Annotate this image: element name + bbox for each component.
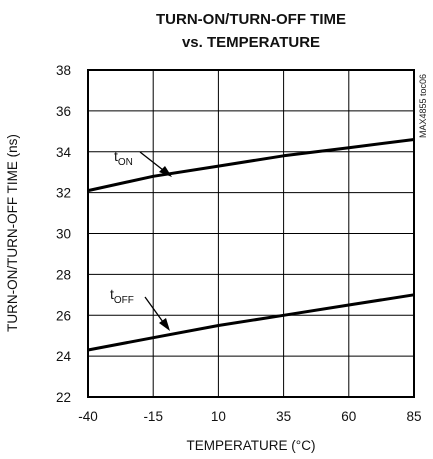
series-line-ton [87,138,415,193]
series-label-ton-sub: ON [118,157,133,168]
y-tick-label: 24 [56,349,72,364]
x-tick-label: -40 [78,409,98,424]
y-tick-label: 38 [56,63,71,78]
y-tick-label: 28 [56,267,71,282]
chart-title-line-2: vs. TEMPERATURE [182,34,320,51]
y-tick-label: 34 [56,145,72,160]
ton-arrow [139,151,172,177]
y-tick-label: 26 [56,308,71,323]
y-tick-label: 22 [56,390,71,405]
x-tick-label: 10 [211,409,226,424]
y-tick-label: 30 [56,227,71,242]
x-tick-labels: -40 -15 10 35 60 85 [78,409,421,424]
series-layer [87,138,415,352]
x-tick-label: 60 [341,409,356,424]
y-axis-label: TURN-ON/TURN-OFF TIME (ns) [5,134,20,332]
series-label-toff-main: t [110,286,114,302]
x-tick-label: 35 [276,409,291,424]
y-tick-labels: 22 24 26 28 30 32 34 36 38 [56,63,72,405]
grid [88,70,414,397]
figure-id-label: MAX4855 toc06 [418,74,428,138]
y-tick-label: 36 [56,104,71,119]
svg-text:tOFF: tOFF [110,286,134,306]
svg-text:tON: tON [114,148,133,168]
x-tick-label: -15 [143,409,163,424]
y-tick-label: 32 [56,186,71,201]
x-tick-label: 85 [406,409,421,424]
series-line-toff [87,293,415,352]
plot-frame [87,69,415,398]
series-label-toff: tOFF [110,286,134,306]
chart-title-line-1: TURN-ON/TURN-OFF TIME [156,11,346,28]
toff-arrow [144,296,170,331]
x-axis-label: TEMPERATURE (°C) [187,438,316,453]
series-label-ton: tON [114,148,133,168]
series-label-ton-main: t [114,148,118,164]
series-label-toff-sub: OFF [114,295,134,306]
